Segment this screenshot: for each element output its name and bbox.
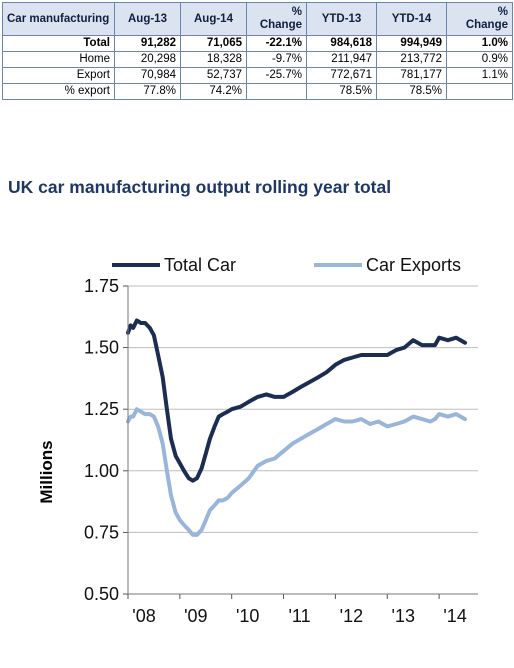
- table-row-pct-export: % export 77.8% 74.2% 78.5% 78.5%: [2, 83, 513, 100]
- cell-aug14: 74.2%: [180, 83, 247, 100]
- cell-change-1: [246, 83, 307, 100]
- cell-ytd14: 213,772: [376, 51, 447, 68]
- y-axis-ticks: 0.50 0.75 1.00 1.25 1.50 1.75: [84, 276, 128, 604]
- x-axis-ticks: '08 '09 '10 '11 '12 '13 '14: [127, 594, 467, 626]
- cell-aug14: 18,328: [180, 51, 247, 68]
- legend-label-car-exports: Car Exports: [366, 255, 461, 275]
- cell-aug13: 77.8%: [114, 83, 181, 100]
- car-manufacturing-table: Car manufacturing Aug-13 Aug-14 % Change…: [2, 2, 513, 100]
- output-line-chart: Total Car Car Exports Millions 0.50 0.75 1…: [37, 255, 478, 626]
- row-label: % export: [2, 83, 115, 100]
- header-change-2-pct: %: [497, 6, 508, 18]
- cell-aug13: 91,282: [114, 35, 181, 52]
- cell-change-2: 0.9%: [446, 51, 513, 68]
- chart-gridlines: [128, 285, 478, 595]
- x-tick-label: '09: [184, 606, 207, 626]
- chart-legend: Total Car Car Exports: [112, 255, 461, 275]
- x-tick-label: '14: [443, 606, 466, 626]
- y-tick-label: 1.75: [84, 276, 119, 296]
- header-change-1-pct: %: [291, 6, 302, 18]
- row-label: Export: [2, 67, 115, 84]
- x-tick-label: '11: [288, 606, 310, 626]
- chart-title: UK car manufacturing output rolling year…: [8, 177, 392, 197]
- header-change-1: % Change: [246, 2, 307, 36]
- row-label: Total: [2, 35, 115, 52]
- cell-aug13: 70,984: [114, 67, 181, 84]
- cell-ytd14: 994,949: [376, 35, 447, 52]
- cell-aug14: 52,737: [180, 67, 247, 84]
- cell-aug14: 71,065: [180, 35, 247, 52]
- series-line-total-car: [126, 318, 467, 483]
- cell-ytd14: 78.5%: [376, 83, 447, 100]
- header-label: Car manufacturing: [2, 2, 115, 36]
- x-tick-label: '10: [236, 606, 259, 626]
- header-aug13: Aug-13: [114, 2, 181, 36]
- y-tick-label: 0.75: [84, 522, 119, 542]
- table-row-total: Total 91,282 71,065 -22.1% 984,618 994,9…: [2, 35, 513, 52]
- cell-aug13: 20,298: [114, 51, 181, 68]
- header-change-2-word: Change: [465, 19, 508, 31]
- y-tick-label: 1.00: [84, 461, 119, 481]
- cell-ytd13: 772,671: [306, 67, 377, 84]
- stats-table: Car manufacturing Aug-13 Aug-14 % Change…: [2, 2, 513, 100]
- header-ytd14: YTD-14: [376, 2, 447, 36]
- series-line-car-exports: [126, 407, 467, 537]
- cell-ytd13: 78.5%: [306, 83, 377, 100]
- y-tick-label: 0.50: [84, 584, 119, 604]
- legend-label-total-car: Total Car: [164, 255, 236, 275]
- chart-series: [126, 318, 467, 537]
- cell-ytd14: 781,177: [376, 67, 447, 84]
- table-row-export: Export 70,984 52,737 -25.7% 772,671 781,…: [2, 67, 513, 84]
- header-change-2: % Change: [446, 2, 513, 36]
- table-header-row: Car manufacturing Aug-13 Aug-14 % Change…: [2, 2, 513, 36]
- x-tick-label: '08: [132, 606, 155, 626]
- header-aug14: Aug-14: [180, 2, 247, 36]
- cell-ytd13: 984,618: [306, 35, 377, 52]
- y-axis-label: Millions: [37, 440, 56, 503]
- cell-change-1: -22.1%: [246, 35, 307, 52]
- header-ytd13: YTD-13: [306, 2, 377, 36]
- header-change-1-word: Change: [259, 19, 302, 31]
- x-tick-label: '12: [340, 606, 363, 626]
- y-tick-label: 1.25: [84, 399, 119, 419]
- table-row-home: Home 20,298 18,328 -9.7% 211,947 213,772…: [2, 51, 513, 68]
- cell-change-1: -25.7%: [246, 67, 307, 84]
- cell-change-2: 1.1%: [446, 67, 513, 84]
- x-tick-label: '13: [392, 606, 415, 626]
- cell-change-2: 1.0%: [446, 35, 513, 52]
- cell-change-2: [446, 83, 513, 100]
- row-label: Home: [2, 51, 115, 68]
- y-tick-label: 1.50: [84, 338, 119, 358]
- cell-ytd13: 211,947: [306, 51, 377, 68]
- cell-change-1: -9.7%: [246, 51, 307, 68]
